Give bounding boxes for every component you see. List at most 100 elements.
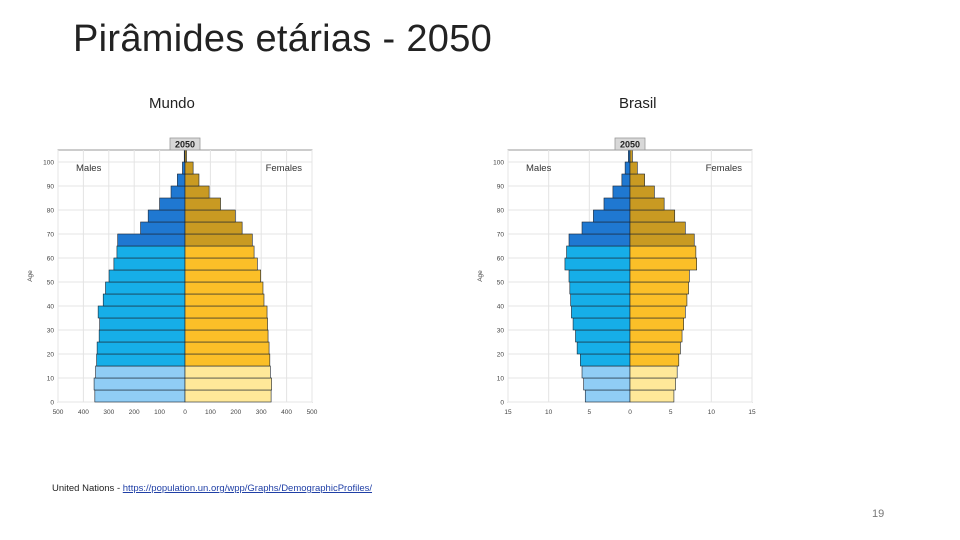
female-bar	[629, 221, 686, 235]
chart-title-tab	[169, 137, 201, 151]
male-bar	[102, 293, 186, 307]
male-bar	[569, 281, 631, 295]
y-tick-label: 90	[497, 184, 505, 191]
male-bar	[624, 161, 631, 175]
male-bar	[564, 257, 631, 271]
female-bar	[629, 269, 690, 283]
male-bar	[93, 377, 186, 391]
male-bar	[566, 245, 631, 259]
female-bar	[184, 305, 268, 319]
x-tick-label: 5	[669, 409, 673, 416]
male-bar	[96, 341, 186, 355]
male-bar	[584, 389, 631, 403]
female-bar	[629, 305, 686, 319]
y-tick-label: 30	[497, 328, 505, 335]
female-bar	[184, 293, 265, 307]
panel-label-brasil: Brasil	[619, 95, 657, 112]
male-bar	[576, 341, 631, 355]
female-bar	[184, 161, 194, 175]
y-tick-label: 100	[493, 160, 504, 167]
y-tick-label: 10	[497, 376, 505, 383]
chart-title: 2050	[620, 140, 640, 150]
male-bar	[99, 317, 186, 331]
male-bar	[116, 245, 186, 259]
female-bar	[629, 317, 684, 331]
male-bar	[575, 329, 631, 343]
male-bar	[568, 233, 631, 247]
female-bar	[629, 281, 689, 295]
female-bar	[629, 173, 645, 187]
x-tick-label: 0	[183, 409, 187, 416]
x-tick-label: 200	[230, 409, 241, 416]
y-tick-label: 30	[47, 328, 55, 335]
male-bar	[117, 233, 186, 247]
slide-title: Pirâmides etárias - 2050	[73, 18, 493, 60]
male-bar	[95, 365, 186, 379]
female-bar	[184, 149, 187, 163]
legend-females: Females	[706, 163, 743, 174]
female-bar	[184, 317, 268, 331]
male-bar	[182, 161, 186, 175]
x-tick-label: 500	[307, 409, 318, 416]
male-bar	[581, 365, 631, 379]
female-bar	[184, 245, 255, 259]
female-bar	[629, 245, 697, 259]
x-tick-label: 200	[129, 409, 140, 416]
female-bar	[629, 209, 676, 223]
chart-title: 2050	[175, 140, 195, 150]
x-tick-label: 500	[53, 409, 64, 416]
x-tick-label: 100	[154, 409, 165, 416]
x-tick-label: 10	[708, 409, 716, 416]
male-bar	[570, 293, 631, 307]
female-bar	[184, 173, 200, 187]
x-tick-label: 15	[504, 409, 512, 416]
female-bar	[629, 377, 676, 391]
y-tick-label: 10	[47, 376, 55, 383]
female-bar	[629, 365, 678, 379]
female-bar	[629, 185, 655, 199]
female-bar	[629, 389, 675, 403]
pyramid-svg: 2050 Males Females 0 10 20 30 40 50 60 70 80 90 100 50…	[27, 137, 318, 416]
y-tick-label: 70	[47, 232, 55, 239]
chart-title-tab	[614, 137, 646, 151]
female-bar	[184, 329, 269, 343]
female-bar	[184, 341, 270, 355]
female-bar	[184, 185, 210, 199]
x-tick-label: 0	[628, 409, 632, 416]
female-bar	[184, 257, 258, 271]
y-tick-label: 40	[47, 304, 55, 311]
y-tick-label: 80	[497, 208, 505, 215]
x-tick-label: 400	[78, 409, 89, 416]
male-bar	[98, 329, 186, 343]
y-tick-label: 0	[500, 400, 504, 407]
male-bar	[583, 377, 631, 391]
y-tick-label: 0	[50, 400, 54, 407]
male-bar	[97, 305, 186, 319]
male-bar	[612, 185, 631, 199]
legend-males: Males	[76, 163, 102, 174]
female-bar	[184, 221, 243, 235]
population-pyramid-mundo: 2050 Males Females 0 10 20 30 40 50 60 70 80 90 100 50…	[22, 132, 332, 424]
source-link[interactable]: https://population.un.org/wpp/Graphs/Dem…	[122, 483, 373, 494]
female-bar	[184, 233, 253, 247]
source-prefix: United Nations -	[52, 483, 123, 494]
male-bar	[94, 389, 186, 403]
female-bar	[629, 149, 633, 163]
y-tick-label: 50	[47, 280, 55, 287]
y-tick-label: 70	[497, 232, 505, 239]
x-tick-label: 400	[281, 409, 292, 416]
female-bar	[184, 365, 271, 379]
female-bar	[629, 353, 680, 367]
x-tick-label: 5	[588, 409, 592, 416]
male-bar	[113, 257, 186, 271]
male-bar	[108, 269, 186, 283]
female-bar	[629, 233, 695, 247]
female-bar	[184, 269, 261, 283]
female-bar	[184, 377, 272, 391]
page-number: 19	[872, 508, 885, 520]
male-bar	[170, 185, 186, 199]
female-bar	[184, 197, 221, 211]
female-bar	[629, 197, 665, 211]
x-tick-label: 300	[256, 409, 267, 416]
